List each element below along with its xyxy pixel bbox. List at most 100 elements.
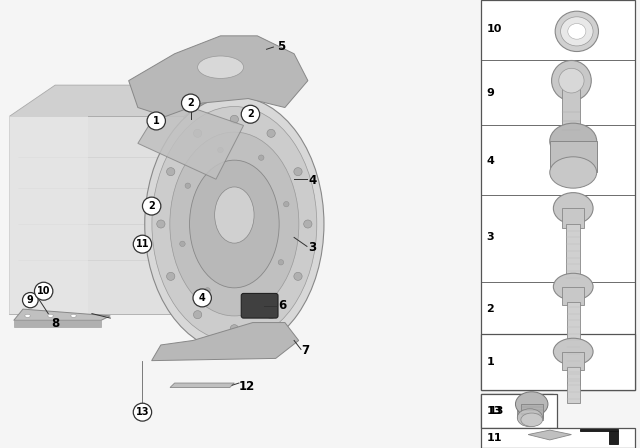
Ellipse shape [517, 409, 543, 426]
Circle shape [193, 289, 211, 307]
Polygon shape [9, 116, 184, 314]
Circle shape [35, 282, 53, 300]
Text: 10: 10 [486, 24, 502, 34]
Bar [550, 141, 596, 172]
Bar [481, 334, 635, 390]
Polygon shape [609, 431, 618, 444]
Text: 8: 8 [51, 317, 60, 330]
Bar [563, 208, 584, 228]
Bar [567, 302, 580, 385]
Ellipse shape [554, 338, 593, 365]
Ellipse shape [521, 413, 543, 426]
Text: 11: 11 [486, 433, 502, 443]
Circle shape [22, 293, 38, 308]
Circle shape [284, 202, 289, 207]
Polygon shape [580, 429, 618, 431]
Ellipse shape [189, 160, 279, 288]
Circle shape [304, 220, 312, 228]
Circle shape [180, 241, 185, 246]
Circle shape [205, 288, 210, 293]
Text: 3: 3 [308, 241, 317, 254]
Ellipse shape [515, 392, 548, 417]
Polygon shape [152, 323, 299, 361]
Text: 9: 9 [27, 295, 34, 305]
Circle shape [259, 155, 264, 160]
Ellipse shape [554, 273, 593, 300]
Circle shape [241, 105, 260, 123]
Circle shape [166, 272, 175, 280]
Circle shape [147, 112, 165, 130]
Circle shape [267, 129, 275, 138]
Circle shape [157, 220, 165, 228]
Circle shape [230, 115, 239, 123]
Text: 4: 4 [199, 293, 205, 303]
Ellipse shape [559, 69, 584, 93]
Text: 13: 13 [136, 407, 149, 417]
Bar [567, 367, 580, 403]
Text: 13: 13 [486, 406, 502, 416]
Ellipse shape [568, 23, 586, 39]
Circle shape [230, 325, 239, 333]
Ellipse shape [555, 11, 598, 52]
Ellipse shape [554, 193, 593, 224]
Ellipse shape [561, 17, 593, 46]
Polygon shape [9, 116, 88, 314]
Text: 12: 12 [239, 379, 255, 393]
Ellipse shape [198, 56, 244, 78]
Circle shape [278, 260, 284, 265]
Bar [481, 394, 557, 428]
Ellipse shape [48, 314, 53, 318]
Bar [481, 428, 635, 448]
Circle shape [267, 310, 275, 319]
Circle shape [166, 168, 175, 176]
FancyBboxPatch shape [241, 293, 278, 318]
Text: 4: 4 [308, 173, 317, 187]
Ellipse shape [550, 123, 596, 159]
Text: 2: 2 [486, 304, 494, 314]
Bar [563, 85, 580, 130]
Circle shape [143, 197, 161, 215]
Ellipse shape [552, 60, 591, 101]
Text: 1: 1 [153, 116, 159, 126]
Ellipse shape [152, 107, 317, 341]
Polygon shape [14, 320, 101, 327]
Circle shape [182, 94, 200, 112]
Circle shape [294, 168, 302, 176]
Polygon shape [138, 99, 244, 179]
Polygon shape [9, 85, 230, 116]
Text: 2: 2 [148, 201, 155, 211]
Circle shape [246, 295, 251, 301]
Circle shape [193, 129, 202, 138]
Ellipse shape [214, 187, 254, 243]
Bar [563, 287, 584, 305]
Ellipse shape [145, 96, 324, 352]
Circle shape [294, 272, 302, 280]
Text: 5: 5 [277, 39, 285, 53]
Text: 1: 1 [486, 357, 494, 367]
Ellipse shape [25, 314, 30, 318]
Ellipse shape [71, 314, 76, 318]
Circle shape [185, 183, 191, 188]
Bar [481, 0, 635, 390]
Bar [563, 352, 584, 370]
Ellipse shape [170, 132, 299, 316]
Text: 11: 11 [136, 239, 149, 249]
Polygon shape [170, 383, 234, 388]
Ellipse shape [517, 393, 543, 416]
Polygon shape [129, 36, 308, 116]
Bar [521, 404, 543, 420]
Polygon shape [14, 309, 110, 320]
Text: 9: 9 [486, 88, 495, 98]
Circle shape [193, 310, 202, 319]
Text: 6: 6 [278, 299, 286, 312]
Text: 4: 4 [486, 156, 495, 166]
Text: 2: 2 [247, 109, 254, 119]
Bar [517, 404, 543, 418]
Ellipse shape [550, 157, 596, 188]
Text: 2: 2 [188, 98, 194, 108]
Text: 7: 7 [301, 344, 310, 357]
Text: 10: 10 [37, 286, 51, 296]
Circle shape [133, 235, 152, 253]
Text: 13: 13 [488, 406, 504, 416]
Bar [481, 394, 554, 428]
